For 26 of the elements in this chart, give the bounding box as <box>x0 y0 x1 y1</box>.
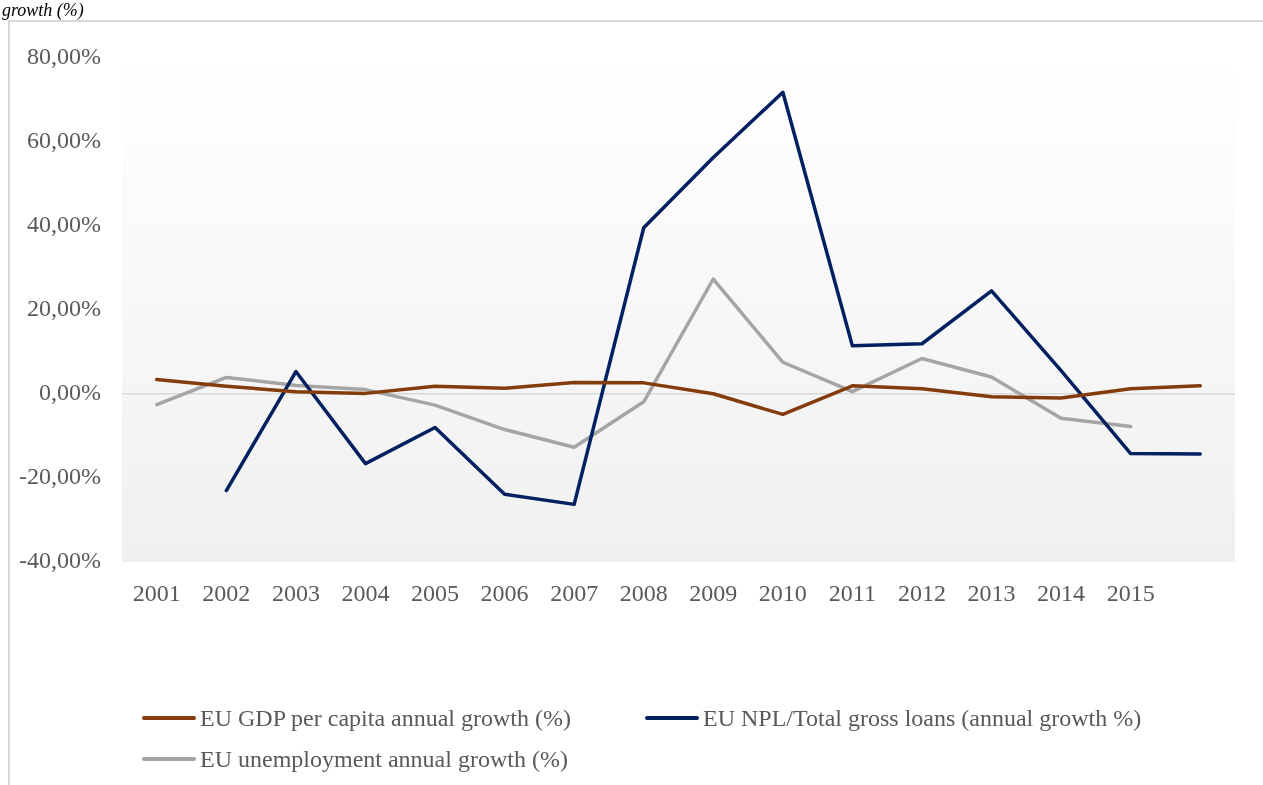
legend-label: EU unemployment annual growth (%) <box>200 745 568 773</box>
y-tick-label: 80,00% <box>27 42 101 69</box>
y-tick-label: 0,00% <box>39 379 101 406</box>
x-tick-label: 2012 <box>897 579 946 606</box>
x-tick-label: 2002 <box>202 579 251 606</box>
y-tick-label: 20,00% <box>27 295 101 321</box>
x-tick-label: 2004 <box>341 579 390 606</box>
x-tick-label: 2015 <box>1106 579 1155 606</box>
y-tick-label: 60,00% <box>27 126 101 153</box>
x-tick-label: 2009 <box>689 579 738 606</box>
y-tick-label: -40,00% <box>19 547 102 574</box>
chart-title: growth (%) <box>2 0 84 20</box>
x-tick-label: 2011 <box>828 579 876 606</box>
legend-label: EU GDP per capita annual growth (%) <box>200 704 571 732</box>
x-tick-label: 2010 <box>758 579 807 606</box>
x-tick-label: 2003 <box>271 579 320 606</box>
x-tick-label: 2005 <box>411 579 460 606</box>
y-tick-label: -20,00% <box>19 463 102 490</box>
legend-label: EU NPL/Total gross loans (annual growth %) <box>703 704 1142 732</box>
x-tick-label: 2007 <box>550 579 599 606</box>
x-tick-label: 2001 <box>132 579 181 606</box>
x-tick-label: 2014 <box>1037 579 1086 606</box>
y-tick-label: 40,00% <box>27 210 101 237</box>
x-tick-label: 2013 <box>967 579 1016 606</box>
x-tick-label: 2008 <box>619 579 668 606</box>
x-tick-label: 2006 <box>480 579 529 606</box>
